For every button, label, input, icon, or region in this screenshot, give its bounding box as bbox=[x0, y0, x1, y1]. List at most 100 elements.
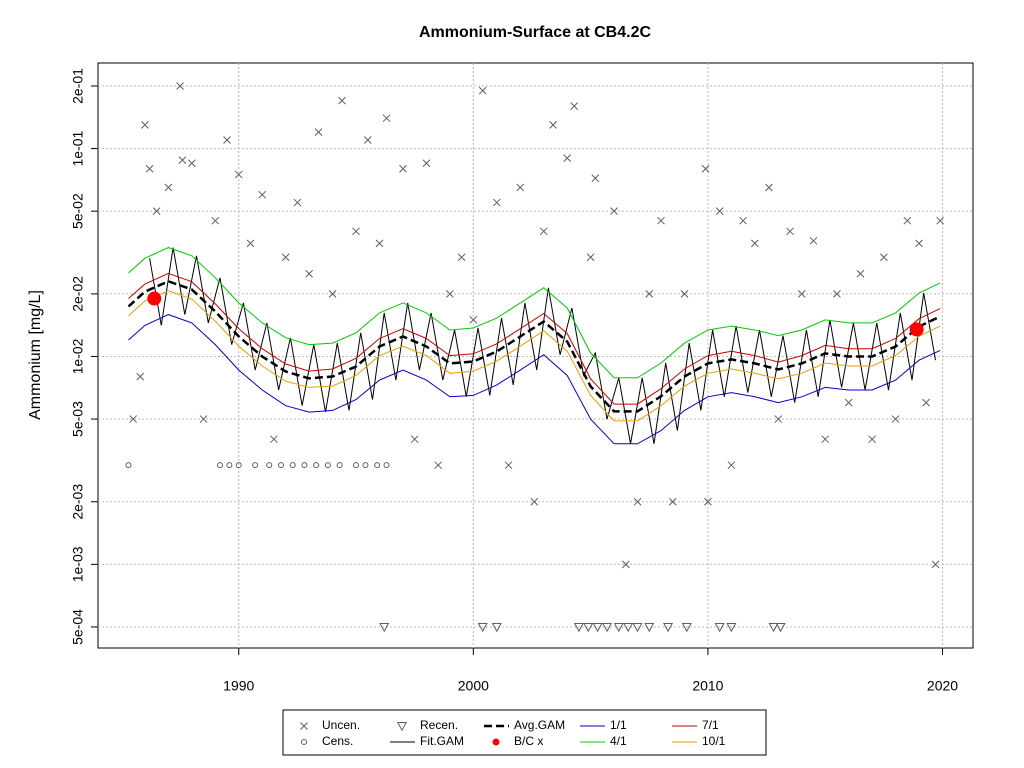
censored-point bbox=[313, 462, 320, 469]
legend-label: Fit.GAM bbox=[420, 734, 464, 748]
legend-swatch bbox=[396, 722, 408, 732]
uncensored-point bbox=[305, 269, 313, 278]
uncensored-point bbox=[809, 236, 818, 245]
recensored-point bbox=[681, 622, 692, 633]
uncensored-point bbox=[610, 207, 618, 216]
uncensored-point bbox=[880, 253, 888, 262]
censored-point bbox=[324, 462, 331, 469]
uncensored-point bbox=[891, 415, 900, 423]
recensored-point bbox=[726, 622, 737, 633]
uncensored-point bbox=[211, 216, 220, 225]
uncensored-point bbox=[234, 170, 243, 179]
uncensored-point bbox=[621, 560, 630, 569]
uncensored-point bbox=[739, 216, 747, 225]
legend-label: Avg.GAM bbox=[514, 718, 565, 732]
uncensored-point bbox=[750, 239, 759, 248]
uncensored-point bbox=[668, 497, 677, 506]
censored-point bbox=[266, 462, 273, 469]
uncensored-point bbox=[504, 461, 513, 470]
recensored-point bbox=[592, 622, 603, 633]
uncensored-point bbox=[478, 86, 487, 95]
uncensored-point bbox=[922, 398, 930, 407]
y-tick-label: 1e-03 bbox=[70, 546, 86, 582]
x-tick-label: 2000 bbox=[458, 678, 489, 694]
uncensored-point bbox=[633, 497, 642, 506]
uncensored-point bbox=[549, 121, 557, 129]
uncensored-point bbox=[422, 159, 431, 168]
uncensored-point bbox=[786, 227, 794, 236]
uncensored-point bbox=[704, 497, 712, 506]
uncensored-point bbox=[363, 136, 372, 144]
censored-point bbox=[289, 462, 296, 469]
legend-label: B/C x bbox=[514, 734, 543, 748]
uncensored-point bbox=[258, 190, 267, 199]
uncensored-point bbox=[657, 216, 665, 225]
uncensored-point bbox=[915, 239, 923, 248]
recensored-point bbox=[662, 622, 674, 633]
legend-label: 1/1 bbox=[610, 718, 627, 732]
censored-point bbox=[383, 462, 390, 469]
uncensored-point bbox=[492, 198, 501, 207]
uncensored-point bbox=[328, 290, 337, 298]
uncensored-point bbox=[903, 216, 912, 225]
censored-point bbox=[336, 462, 343, 469]
recensored-point bbox=[379, 622, 390, 633]
bc-point bbox=[147, 291, 162, 306]
censored-point bbox=[301, 462, 308, 469]
uncensored-point bbox=[645, 290, 654, 298]
legend-label: Recen. bbox=[420, 718, 458, 732]
uncensored-point bbox=[727, 461, 736, 470]
recensored-point bbox=[583, 622, 594, 633]
uncensored-point bbox=[539, 227, 548, 236]
uncensored-point bbox=[352, 227, 360, 236]
uncensored-point bbox=[591, 174, 600, 183]
recensored-point bbox=[477, 622, 488, 633]
y-tick-label: 1e-01 bbox=[70, 130, 86, 166]
gam-line bbox=[128, 290, 941, 422]
y-tick-label: 2e-03 bbox=[70, 484, 86, 520]
uncensored-point bbox=[410, 435, 419, 444]
uncensored-point bbox=[187, 159, 196, 168]
gam-line bbox=[128, 314, 941, 445]
uncensored-point bbox=[457, 253, 466, 262]
x-tick-label: 1990 bbox=[223, 678, 254, 694]
censored-point bbox=[362, 462, 369, 469]
legend-label: 10/1 bbox=[702, 734, 726, 748]
censored-point bbox=[252, 462, 259, 469]
uncensored-point bbox=[178, 156, 187, 164]
uncensored-point bbox=[833, 290, 841, 298]
y-tick-label: 5e-03 bbox=[70, 401, 86, 437]
chart-title: Ammonium-Surface at CB4.2C bbox=[419, 24, 651, 41]
uncensored-point bbox=[375, 239, 384, 248]
uncensored-point bbox=[516, 183, 525, 192]
uncensored-point bbox=[281, 253, 290, 262]
uncensored-point bbox=[821, 435, 830, 444]
uncensored-point bbox=[136, 372, 145, 381]
recensored-point bbox=[714, 622, 725, 633]
uncensored-point bbox=[936, 216, 945, 225]
recensored-point bbox=[775, 622, 786, 633]
uncensored-point bbox=[563, 154, 572, 162]
uncensored-point bbox=[931, 560, 940, 569]
uncensored-point bbox=[176, 82, 184, 90]
uncensored-point bbox=[530, 497, 539, 506]
uncensored-point bbox=[469, 316, 478, 324]
recensored-point bbox=[644, 622, 655, 633]
legend-box bbox=[282, 709, 767, 756]
y-tick-label: 2e-01 bbox=[70, 68, 86, 104]
uncensored-point bbox=[152, 207, 161, 216]
uncensored-point bbox=[715, 207, 724, 216]
censored-point bbox=[226, 462, 233, 469]
uncensored-point bbox=[680, 290, 689, 298]
recensored-point bbox=[632, 622, 643, 633]
plot-frame bbox=[97, 62, 974, 649]
y-tick-label: 1e-02 bbox=[70, 338, 86, 374]
uncensored-point bbox=[164, 183, 173, 192]
gam-line bbox=[149, 247, 936, 444]
censored-point bbox=[353, 462, 360, 469]
uncensored-point bbox=[586, 253, 595, 262]
uncensored-point bbox=[246, 239, 255, 248]
uncensored-point bbox=[570, 102, 579, 110]
x-tick-label: 2020 bbox=[927, 678, 958, 694]
y-tick-label: 5e-04 bbox=[70, 609, 86, 645]
